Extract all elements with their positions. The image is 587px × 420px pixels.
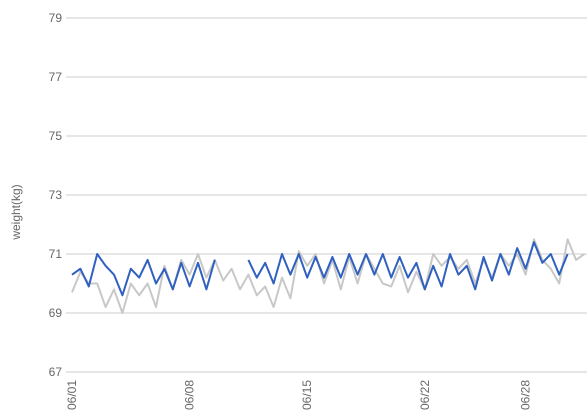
y-tick-label: 67 (49, 365, 63, 379)
series-line (71, 238, 585, 314)
y-tick-label: 71 (49, 247, 63, 261)
x-tick-label: 06/28 (519, 380, 533, 410)
x-tick-label: 06/08 (183, 380, 197, 410)
y-tick-label: 73 (49, 188, 63, 202)
x-tick-label: 06/15 (300, 380, 314, 410)
y-axis-label: weight(kg) (9, 184, 23, 240)
x-tick-label: 06/22 (418, 380, 432, 410)
y-tick-label: 75 (49, 129, 63, 143)
series-line (71, 241, 569, 297)
y-tick-label: 79 (49, 11, 63, 25)
y-tick-label: 77 (49, 70, 63, 84)
y-tick-label: 69 (49, 306, 63, 320)
x-tick-label: 06/01 (65, 380, 79, 410)
